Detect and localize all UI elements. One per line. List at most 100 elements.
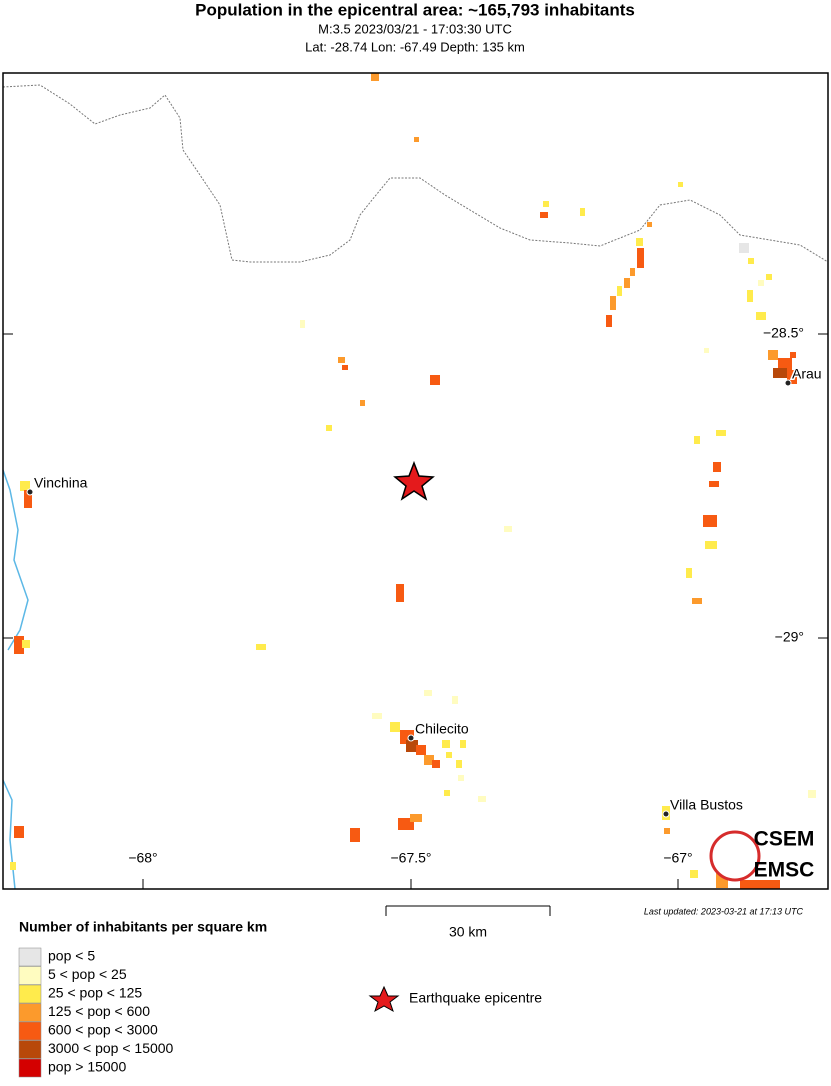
population-cell [768, 350, 778, 360]
lon-label: −68° [128, 850, 157, 866]
logo-circle [709, 830, 761, 882]
population-cell [678, 182, 683, 187]
population-cell [406, 740, 418, 752]
population-cell [424, 755, 434, 765]
population-cell [14, 826, 24, 838]
city-label: Vinchina [34, 475, 88, 491]
population-cell [766, 274, 772, 280]
population-cell [442, 740, 450, 748]
city-dot [26, 488, 34, 496]
lon-label: −67° [663, 850, 692, 866]
legend-label: 125 < pop < 600 [48, 1003, 150, 1019]
population-cell [390, 722, 400, 732]
population-cell [758, 280, 764, 286]
population-cell [432, 760, 440, 768]
legend-swatch [18, 984, 42, 1004]
location-line: Lat: -28.74 Lon: -67.49 Depth: 135 km [305, 39, 525, 54]
population-cell [430, 375, 440, 385]
population-cell [709, 481, 719, 487]
population-cell [444, 790, 450, 796]
population-cell [543, 201, 549, 207]
population-cell [256, 644, 266, 650]
population-cell [326, 425, 332, 431]
population-cell [580, 208, 585, 216]
population-cell [692, 598, 702, 604]
population-cell [540, 212, 548, 218]
legend-swatch [18, 1021, 42, 1041]
population-cell [703, 515, 717, 527]
population-cell [704, 348, 709, 353]
population-cell [22, 640, 30, 648]
population-cell [787, 370, 797, 384]
population-cell [372, 713, 382, 719]
border [2, 84, 829, 263]
population-cell [350, 828, 360, 842]
population-cell [756, 312, 766, 320]
legend-swatch [18, 1058, 42, 1078]
population-cell [20, 481, 30, 491]
population-cell [371, 73, 379, 81]
population-cell [446, 752, 452, 758]
population-cell [740, 880, 780, 889]
legend-star [368, 985, 400, 1013]
population-cell [424, 690, 432, 696]
population-cell [690, 870, 698, 878]
population-cell [739, 243, 749, 253]
population-cell [360, 400, 365, 406]
population-cell [606, 315, 612, 327]
population-cell [300, 320, 305, 328]
population-cell [808, 790, 816, 798]
map-frame [2, 72, 829, 890]
legend-label: pop > 15000 [48, 1059, 126, 1075]
scale-label: 30 km [449, 924, 487, 940]
legend-title: Number of inhabitants per square km [19, 919, 267, 935]
population-cell [396, 584, 404, 602]
legend-label: 600 < pop < 3000 [48, 1022, 158, 1038]
population-cell [790, 352, 796, 358]
population-cell [452, 696, 458, 704]
population-cell [460, 740, 466, 748]
event-line: M:3.5 2023/03/21 - 17:03:30 UTC [318, 21, 512, 36]
legend-epicentre: Earthquake epicentre [409, 990, 542, 1006]
legend-label: 3000 < pop < 15000 [48, 1040, 174, 1056]
last-updated: Last updated: 2023-03-21 at 17:13 UTC [644, 906, 804, 916]
population-cell [636, 238, 643, 246]
population-cell [705, 541, 717, 549]
population-cell [748, 258, 754, 264]
epicentre-star [393, 460, 435, 501]
legend-label: 25 < pop < 125 [48, 985, 142, 1001]
city-label: Chilecito [415, 721, 469, 737]
city-dot [407, 734, 415, 742]
legend-swatch [18, 1040, 42, 1059]
population-cell [773, 368, 787, 378]
lon-label: −67.5° [390, 850, 431, 866]
population-cell [747, 290, 753, 302]
population-cell [647, 222, 652, 227]
city-label: Villa Bustos [670, 797, 743, 813]
population-cell [416, 745, 426, 755]
population-cell [686, 568, 692, 578]
city-label: Arau [792, 366, 822, 382]
population-cell [617, 286, 622, 296]
lat-label: −29° [775, 629, 804, 645]
population-cell [414, 137, 419, 142]
population-cell [624, 278, 630, 288]
population-cell [456, 760, 462, 768]
population-cell [664, 828, 670, 834]
population-cell [10, 862, 16, 870]
population-cell [637, 248, 644, 268]
legend-label: 5 < pop < 25 [48, 966, 127, 982]
population-cell [694, 436, 700, 444]
logo-text: EMSC [754, 859, 815, 882]
legend-label: pop < 5 [48, 948, 95, 964]
population-cell [342, 365, 348, 370]
legend-swatch [18, 1003, 42, 1022]
population-cell [713, 462, 721, 472]
population-cell [478, 796, 486, 802]
population-cell [338, 357, 345, 363]
population-cell [24, 490, 32, 508]
population-cell [504, 526, 512, 532]
population [10, 73, 816, 889]
population-cell [410, 814, 422, 822]
population-cell [610, 296, 616, 310]
